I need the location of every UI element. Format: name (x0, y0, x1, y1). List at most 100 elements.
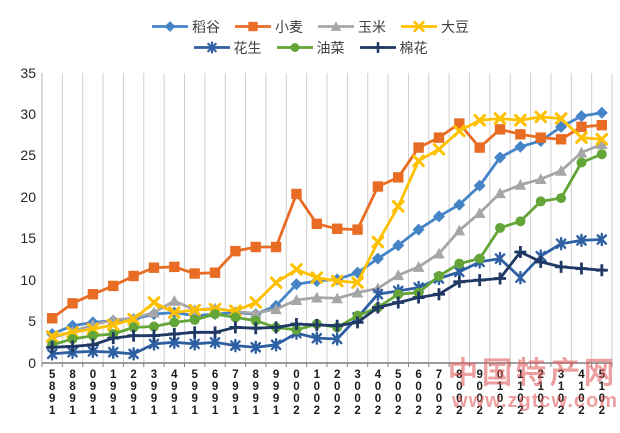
x-tick-char: 1 (598, 381, 606, 393)
marker-circle (87, 330, 98, 341)
x-tick-char: 0 (456, 381, 463, 393)
marker-diamond (473, 179, 486, 192)
legend-item-2: 玉米 (317, 17, 386, 37)
x-tick-char: 4 (374, 369, 382, 381)
marker-triangle (596, 138, 608, 150)
marker-x (453, 124, 466, 138)
x-tick-char: 0 (313, 381, 321, 393)
marker-square (474, 142, 485, 153)
series-line-1 (50, 122, 604, 320)
marker-x (351, 276, 364, 289)
legend-item-1: 小麦 (234, 17, 303, 37)
x-tick-char: 1 (110, 405, 117, 417)
marker-square (128, 270, 139, 282)
marker-x (249, 296, 263, 309)
marker-plus (351, 316, 364, 329)
marker-asterisk (128, 347, 139, 361)
marker-asterisk (250, 340, 262, 355)
x-tick-char: 9 (48, 393, 56, 405)
x-tick-char: 9 (191, 381, 198, 393)
marker-circle (210, 309, 221, 320)
x-tick-char: 1 (69, 405, 76, 417)
marker-circle (67, 333, 78, 344)
marker-triangle (148, 306, 160, 318)
marker-diamond (595, 106, 608, 119)
x-tick-char: 2 (557, 405, 565, 417)
x-tick-char: 1 (252, 405, 259, 417)
series-line-6 (50, 250, 604, 349)
marker-square (454, 118, 465, 129)
marker-x (493, 112, 507, 125)
x-tick-char: 0 (89, 369, 97, 381)
marker-circle (454, 258, 465, 269)
marker-triangle (494, 187, 506, 199)
x-tick-char: 1 (313, 369, 321, 381)
marker-triangle (168, 295, 181, 306)
marker-square (270, 241, 282, 253)
x-tick-char: 0 (333, 393, 341, 405)
x-tick-char: 9 (252, 393, 259, 405)
marker-x (290, 263, 303, 276)
marker-plus (534, 255, 547, 268)
marker-square (372, 181, 384, 192)
marker-plus (473, 274, 486, 287)
x-tick-char: 0 (557, 393, 565, 405)
x-tick-char: 0 (476, 381, 483, 393)
x-tick-char: 0 (517, 393, 524, 405)
y-tick-label: 30 (20, 105, 36, 122)
marker-square (596, 120, 608, 131)
marker-square (108, 280, 119, 292)
marker-circle (495, 222, 506, 233)
series-6 (46, 245, 608, 354)
x-tick-char: 0 (313, 393, 321, 405)
x-tick-char: 2 (313, 405, 321, 417)
marker-square (148, 262, 160, 273)
x-tick-char: 9 (232, 381, 239, 393)
x-tick-char: 0 (496, 393, 504, 405)
x-tick-char: 9 (171, 381, 178, 393)
x-tick-char: 0 (395, 393, 402, 405)
x-tick-char: 2 (496, 405, 504, 417)
marker-triangle (555, 164, 567, 176)
marker-x (432, 142, 446, 156)
marker-triangle (473, 207, 486, 218)
marker-circle (556, 193, 567, 204)
x-tick-char: 0 (333, 381, 341, 393)
x-tick-char: 5 (191, 369, 198, 381)
marker-x (147, 296, 161, 309)
marker-triangle (534, 173, 547, 184)
marker-asterisk (576, 233, 587, 248)
marker-plus (453, 275, 466, 288)
marker-plus (494, 272, 507, 285)
x-tick-char: 4 (171, 369, 178, 381)
legend-marker-plus-icon (359, 42, 396, 53)
x-tick-char: 3 (150, 369, 158, 381)
x-tick-char: 1 (191, 405, 198, 417)
x-tick-char: 2 (537, 369, 544, 381)
marker-x (412, 154, 425, 168)
x-tick-char: 8 (456, 369, 463, 381)
marker-circle (128, 322, 139, 333)
x-tick-char: 8 (69, 369, 76, 381)
series-line-3 (50, 115, 604, 338)
marker-circle (230, 312, 241, 323)
marker-plus (290, 318, 303, 331)
x-tick-char: 9 (110, 393, 117, 405)
marker-circle (596, 149, 607, 160)
x-tick-char: 2 (374, 405, 382, 417)
marker-triangle (249, 307, 262, 319)
marker-square (230, 245, 241, 257)
x-tick-char: 0 (293, 393, 300, 405)
x-tick-char: 0 (476, 393, 483, 405)
